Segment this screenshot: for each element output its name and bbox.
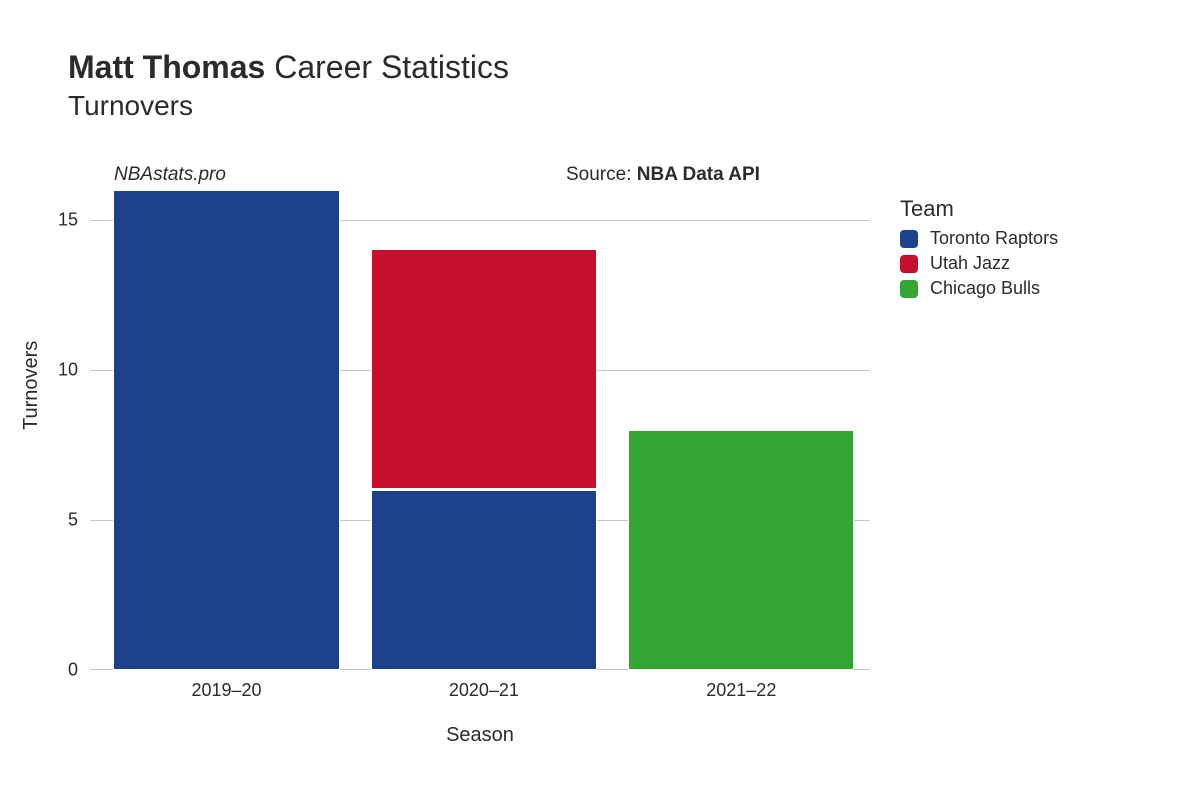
legend: Team Toronto Raptors Utah Jazz Chicago Bul… xyxy=(900,196,1058,303)
title-suffix: Career Statistics xyxy=(274,49,509,85)
legend-label: Utah Jazz xyxy=(930,253,1010,274)
legend-title: Team xyxy=(900,196,1058,222)
bar-segment xyxy=(628,430,854,670)
y-tick-label: 15 xyxy=(18,210,78,231)
chart-canvas: Matt Thomas Career Statistics Turnovers … xyxy=(0,0,1200,800)
source-label: Source: xyxy=(566,164,637,185)
y-tick-label: 0 xyxy=(18,660,78,681)
title-player: Matt Thomas xyxy=(68,49,265,85)
legend-swatch xyxy=(900,230,918,248)
bar-segment xyxy=(113,190,339,670)
bar-segment xyxy=(371,490,597,670)
source-name: NBA Data API xyxy=(637,164,760,185)
legend-item: Utah Jazz xyxy=(900,253,1058,274)
watermark-text: NBAstats.pro xyxy=(114,164,226,186)
x-tick-label: 2021–22 xyxy=(706,680,776,701)
y-tick-label: 10 xyxy=(18,360,78,381)
x-axis-title: Season xyxy=(90,724,870,747)
legend-label: Toronto Raptors xyxy=(930,228,1058,249)
x-tick-label: 2019–20 xyxy=(191,680,261,701)
plot-area: 0510152019–202020–212021–22 xyxy=(90,190,870,670)
y-axis-title: Turnovers xyxy=(20,341,43,430)
chart-title-block: Matt Thomas Career Statistics Turnovers xyxy=(68,48,509,125)
legend-swatch xyxy=(900,255,918,273)
legend-item: Toronto Raptors xyxy=(900,228,1058,249)
y-tick-label: 5 xyxy=(18,510,78,531)
bar-segment xyxy=(371,249,597,489)
source-attribution: Source: NBA Data API xyxy=(566,164,760,186)
legend-label: Chicago Bulls xyxy=(930,278,1040,299)
chart-title: Matt Thomas Career Statistics xyxy=(68,48,509,86)
chart-subtitle: Turnovers xyxy=(68,88,509,124)
legend-item: Chicago Bulls xyxy=(900,278,1058,299)
x-tick-label: 2020–21 xyxy=(449,680,519,701)
legend-swatch xyxy=(900,280,918,298)
